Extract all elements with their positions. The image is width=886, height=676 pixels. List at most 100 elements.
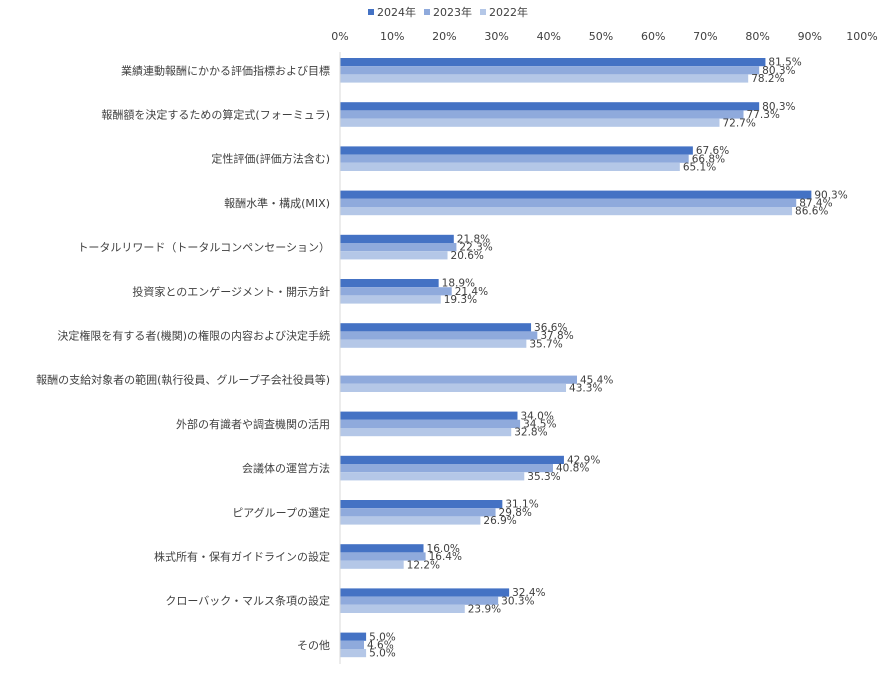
bar	[340, 375, 577, 384]
bar	[340, 640, 365, 649]
category-label: トータルリワード（トータルコンペンセーション）	[77, 241, 330, 254]
data-label: 34.0%	[520, 410, 553, 422]
bars: 81.5%80.3%78.2%80.3%77.3%72.7%67.6%66.8%…	[340, 57, 848, 660]
x-tick-label: 60%	[641, 30, 665, 43]
category-label: 報酬水準・構成(MIX)	[224, 196, 330, 210]
legend-swatch-1	[368, 9, 374, 15]
bar	[340, 649, 367, 658]
bar	[340, 243, 457, 252]
data-label: 42.9%	[567, 455, 600, 467]
bar	[340, 411, 518, 420]
bar	[340, 455, 564, 464]
data-label: 21.4%	[455, 286, 488, 298]
data-label: 65.1%	[683, 162, 716, 174]
data-label: 20.6%	[451, 250, 484, 262]
x-tick-label: 80%	[745, 30, 769, 43]
category-label: 報酬の支給対象者の範囲(執行役員、グループ子会社役員等)	[36, 373, 330, 387]
x-tick-label: 0%	[331, 30, 348, 43]
data-label: 87.4%	[799, 198, 832, 210]
data-label: 37.8%	[540, 330, 573, 342]
bar	[340, 516, 481, 525]
x-tick-label: 10%	[380, 30, 404, 43]
bar	[340, 110, 744, 119]
bar	[340, 74, 749, 83]
bar	[340, 251, 448, 260]
data-label: 16.4%	[429, 551, 462, 563]
bar	[340, 472, 525, 481]
bar	[340, 419, 521, 428]
data-label: 29.8%	[499, 507, 532, 519]
data-label: 40.8%	[556, 463, 589, 475]
bar	[340, 66, 760, 75]
data-label: 35.7%	[529, 338, 562, 350]
bar	[340, 632, 367, 641]
data-label: 67.6%	[696, 145, 729, 157]
data-label: 19.3%	[444, 294, 477, 306]
bar	[340, 118, 720, 127]
data-label: 80.3%	[762, 101, 795, 113]
category-label: 会議体の運営方法	[242, 461, 330, 475]
bar	[340, 102, 760, 111]
data-label: 23.9%	[468, 604, 501, 616]
data-label: 66.8%	[692, 153, 725, 165]
bar	[340, 588, 510, 597]
data-label: 26.9%	[483, 515, 516, 527]
data-label: 36.6%	[534, 322, 567, 334]
data-label: 32.8%	[514, 427, 547, 439]
data-label: 32.4%	[512, 587, 545, 599]
bar	[340, 295, 441, 304]
bar	[340, 146, 693, 155]
legend-swatch-3	[480, 9, 486, 15]
category-label: ピアグループの選定	[232, 505, 330, 519]
data-label: 35.3%	[527, 471, 560, 483]
data-label: 81.5%	[768, 57, 801, 69]
legend-swatch-2	[424, 9, 430, 15]
data-label: 16.0%	[427, 543, 460, 555]
data-label: 21.8%	[457, 234, 490, 246]
data-label: 5.0%	[369, 631, 396, 643]
bar	[340, 198, 797, 207]
data-label: 86.6%	[795, 206, 828, 218]
category-label: 決定権限を有する者(機関)の権限の内容および決定手続	[57, 329, 330, 343]
data-label: 90.3%	[814, 189, 847, 201]
bar	[340, 162, 680, 171]
category-label: クローバック・マルス条項の設定	[165, 594, 330, 608]
bar	[340, 323, 532, 332]
data-label: 5.0%	[369, 648, 396, 660]
x-tick-label: 30%	[484, 30, 508, 43]
data-label: 4.6%	[367, 640, 394, 652]
legend-label-1: 2024年	[377, 5, 416, 19]
category-label: 投資家とのエンゲージメント・開示方針	[132, 284, 330, 298]
category-label: 業績連動報酬にかかる評価指標および目標	[121, 63, 330, 77]
x-tick-label: 100%	[846, 30, 877, 43]
x-tick-label: 70%	[693, 30, 717, 43]
bar	[340, 544, 424, 553]
data-label: 80.3%	[762, 65, 795, 77]
bar	[340, 500, 503, 509]
data-label: 77.3%	[747, 109, 780, 121]
data-label: 12.2%	[407, 559, 440, 571]
data-label: 30.3%	[501, 595, 534, 607]
bar	[340, 560, 404, 569]
bar	[340, 428, 512, 437]
bar	[340, 234, 454, 243]
x-tick-label: 20%	[432, 30, 456, 43]
x-tick-label: 90%	[798, 30, 822, 43]
bar	[340, 58, 766, 67]
data-label: 34.5%	[523, 419, 556, 431]
x-tick-label: 40%	[537, 30, 561, 43]
category-label: 定性評価(評価方法含む)	[211, 152, 330, 166]
x-axis-ticks: 0% 10% 20% 30% 40% 50% 60% 70% 80% 90% 100%	[331, 30, 877, 43]
bar	[340, 339, 527, 348]
category-label: 株式所有・保有ガイドラインの設定	[154, 550, 330, 564]
category-label: 外部の有識者や調査機関の活用	[176, 417, 330, 431]
category-label: 報酬額を決定するための算定式(フォーミュラ)	[101, 108, 330, 122]
bar	[340, 508, 496, 517]
legend-label-2: 2023年	[433, 5, 472, 19]
bar	[340, 287, 452, 296]
x-tick-label: 50%	[589, 30, 613, 43]
bar	[340, 596, 499, 605]
bar	[340, 383, 567, 392]
